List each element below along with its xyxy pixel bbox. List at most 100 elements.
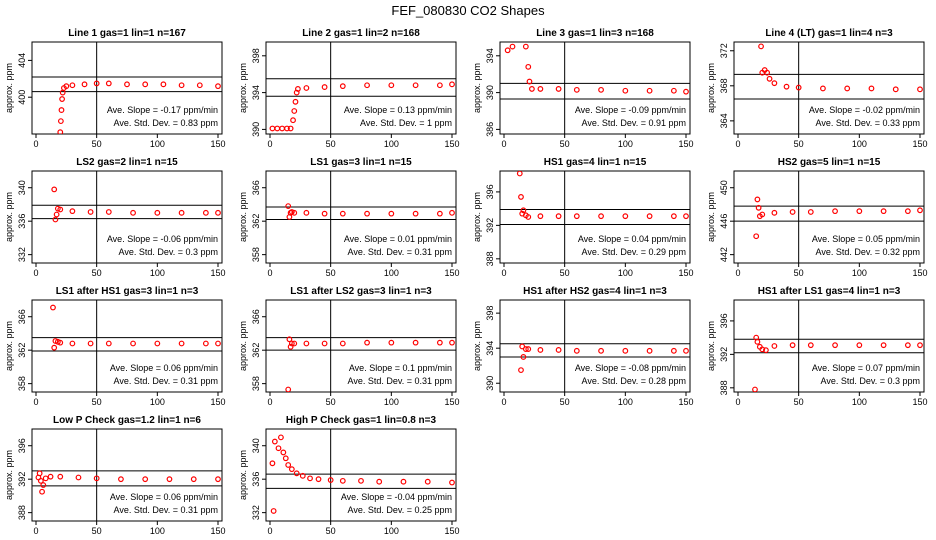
data-point [622,87,629,94]
panel-title: Low P Check gas=1.2 lin=1 n=6 [53,415,201,426]
data-point [400,478,407,485]
x-tick-label: 150 [444,268,459,278]
plot-frame [265,41,457,135]
data-point [303,209,310,216]
plot-frame [499,299,691,393]
x-tick-label: 100 [150,139,165,149]
x-tick-label: 150 [912,268,927,278]
panel-14: High P Check gas=1 lin=0.8 n=3 0 50 100 150 3… [238,415,460,536]
data-point [598,347,604,354]
y-tick-label: 336 [17,214,27,229]
data-point [622,213,629,220]
data-point [504,47,511,54]
panel-9: LS1 after HS1 gas=3 lin=1 n=3 0 50 100 150 35… [4,286,226,407]
y-tick-label: 388 [485,251,495,266]
data-point [449,81,455,88]
slope-stat: Ave. Slope = -0.08 ppm/min [575,363,686,373]
data-point [75,474,82,481]
data-point [142,81,149,88]
data-point [766,75,773,82]
points-group [753,196,923,240]
data-point [37,477,44,484]
data-point [69,82,76,89]
data-point [215,476,221,483]
data-point [598,213,604,220]
data-point [202,340,209,347]
y-tick-label: 364 [719,113,729,128]
y-tick-label: 362 [251,214,261,229]
slope-stat: Ave. Slope = 0.07 ppm/min [812,363,920,373]
y-tick-label: 386 [485,122,495,137]
data-point [69,208,76,215]
data-point [917,207,923,214]
y-tick-label: 358 [251,247,261,262]
y-axis-label: approx. ppm [472,192,482,242]
data-point [555,86,562,92]
stddev-stat: Ave. Std. Dev. = 0.3 ppm [119,247,218,257]
data-point [307,475,313,482]
y-axis-label: approx. ppm [238,450,248,500]
data-point [303,340,310,347]
data-point [820,85,826,92]
slope-stat: Ave. Slope = -0.02 ppm/min [809,105,920,115]
data-point [598,86,604,93]
x-tick-label: 0 [33,268,38,278]
data-point [190,476,197,483]
data-point [436,82,443,89]
data-point [285,203,292,210]
y-tick-label: 362 [251,343,261,358]
data-point [364,210,370,217]
x-tick-label: 50 [92,139,102,149]
data-point [288,466,295,473]
points-group [752,334,923,392]
data-point [57,206,64,213]
data-point [759,346,766,353]
data-point [449,209,455,216]
x-tick-label: 150 [210,397,225,407]
y-tick-label: 392 [719,347,729,362]
data-point [202,209,209,216]
data-point [516,171,523,177]
data-point [670,347,677,354]
y-tick-label: 388 [17,505,27,520]
data-point [299,472,306,479]
data-point [449,339,455,346]
data-point [622,347,629,354]
panel-4: Line 4 (LT) gas=1 lin=4 n=3 0 50 100 150 364 3… [706,28,928,149]
data-point [51,186,58,193]
data-point [275,445,282,452]
y-tick-label: 366 [251,309,261,324]
data-point [892,86,899,93]
data-point [358,477,364,484]
data-point [436,210,443,217]
data-point [40,482,47,488]
y-tick-label: 450 [719,180,729,195]
data-point [844,85,851,92]
slope-stat: Ave. Slope = 0.01 ppm/min [344,234,452,244]
data-point [771,343,778,349]
data-point [287,125,294,132]
x-tick-label: 100 [384,526,399,536]
plot-frame [31,170,223,264]
data-point [36,470,43,477]
data-point [105,209,112,215]
points-group [518,343,689,373]
panel-title: LS2 gas=2 lin=1 n=15 [76,157,178,168]
data-point [39,488,45,495]
x-tick-label: 150 [444,397,459,407]
panel-11: HS1 after HS2 gas=4 lin=1 n=3 0 50 100 150 39… [472,286,694,407]
points-group [516,171,689,220]
panel-5: LS2 gas=2 lin=1 n=15 0 50 100 150 332 336 340ap… [4,157,226,278]
x-tick-label: 100 [150,268,165,278]
data-point [789,209,796,215]
x-tick-label: 150 [444,526,459,536]
data-point [142,476,149,483]
data-point [178,209,185,216]
data-point [832,342,838,349]
data-point [154,340,161,347]
points-group [50,304,221,351]
data-point [646,347,653,354]
plot-frame [265,170,457,264]
